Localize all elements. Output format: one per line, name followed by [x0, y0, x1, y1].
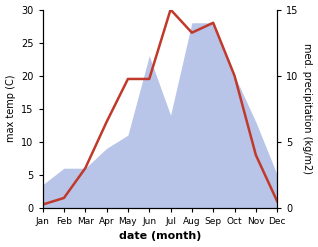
- Y-axis label: med. precipitation (kg/m2): med. precipitation (kg/m2): [302, 43, 313, 174]
- Y-axis label: max temp (C): max temp (C): [5, 75, 16, 143]
- X-axis label: date (month): date (month): [119, 231, 201, 242]
